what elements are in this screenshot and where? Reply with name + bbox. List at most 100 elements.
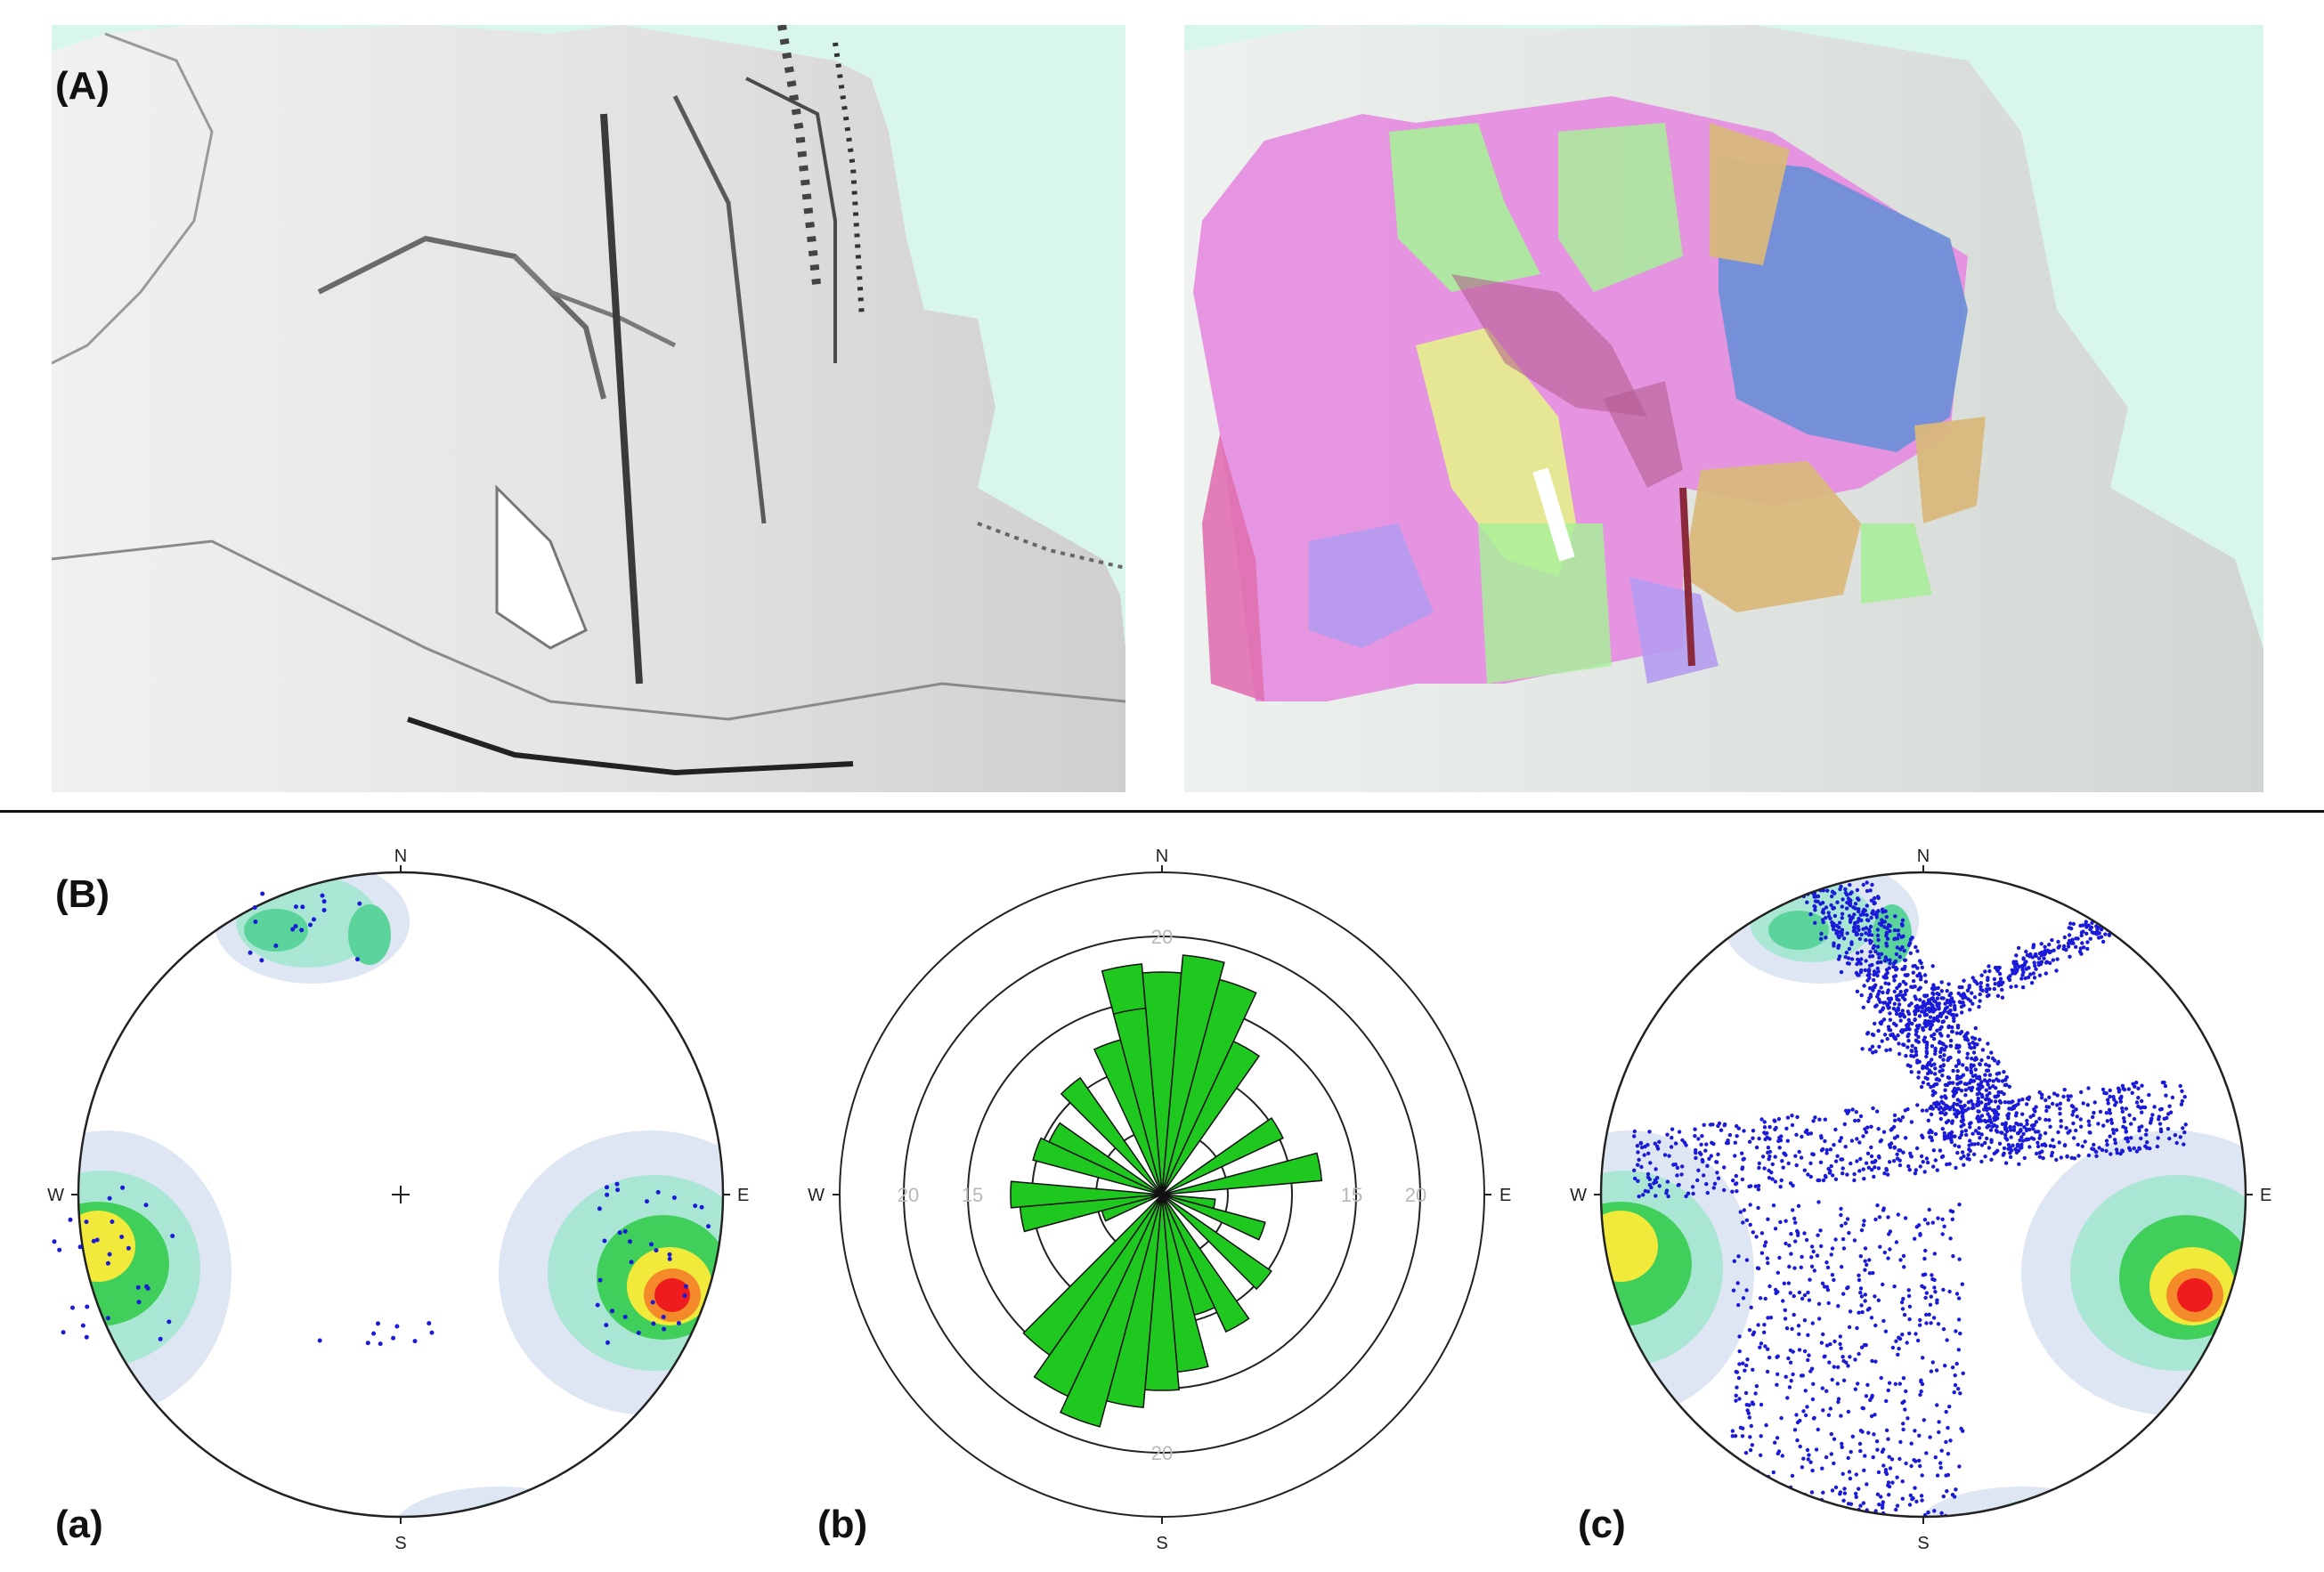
plane-point [1990, 1108, 1995, 1113]
plane-point [1835, 1154, 1840, 1158]
plane-point [2105, 1142, 2109, 1147]
plane-point [1867, 972, 1872, 976]
plane-point [1802, 1519, 1806, 1522]
plane-point [1878, 1009, 1882, 1014]
plane-point [1854, 1472, 1858, 1477]
plane-point [2142, 1105, 2148, 1110]
plane-point [1936, 1322, 1941, 1326]
plane-point [1995, 1072, 1999, 1076]
plane-point [2066, 944, 2071, 949]
plane-point [1955, 1102, 1960, 1106]
plane-point [1776, 1372, 1780, 1376]
plane-point [1841, 1171, 1845, 1176]
plane-point [2086, 1119, 2091, 1123]
plane-point [2113, 1103, 2117, 1107]
plane-point [1860, 1047, 1865, 1051]
plane-point [2049, 949, 2053, 954]
plane-point [2144, 901, 2149, 905]
plane-point [1747, 1139, 1752, 1144]
plane-point [2178, 1083, 2182, 1089]
plane-point [1776, 1354, 1780, 1358]
plane-point [2181, 893, 2186, 897]
plane-point [2183, 888, 2188, 893]
plane-point [1694, 1147, 1698, 1153]
plane-point [2141, 905, 2146, 910]
plane-point [1821, 911, 1825, 915]
plane-point [2048, 1144, 2053, 1148]
plane-point [1756, 1323, 1760, 1327]
plane-point [1751, 1402, 1756, 1406]
plane-point [1864, 926, 1868, 930]
plane-point [1741, 1296, 1746, 1301]
plane-point [1773, 1155, 1777, 1159]
plane-point [1956, 1348, 1961, 1352]
plane-point [1711, 1141, 1716, 1147]
plane-point [1904, 1054, 1908, 1058]
plane-point [1913, 1429, 1917, 1433]
plane-point [1892, 989, 1897, 994]
plane-point [1956, 1296, 1962, 1301]
plane-point [1858, 1291, 1863, 1295]
plane-point [2170, 899, 2174, 904]
plane-point [1929, 1321, 1933, 1325]
plane-point [1950, 1105, 1955, 1109]
plane-point [1893, 936, 1897, 941]
plane-point [1888, 1011, 1892, 1016]
direction-e: E [737, 1186, 749, 1205]
plane-point [1866, 969, 1872, 974]
plane-point [2183, 1122, 2188, 1127]
plane-point [2174, 885, 2178, 889]
plane-point [1897, 1002, 1902, 1007]
plane-point [2017, 1162, 2021, 1166]
plane-point [1743, 1451, 1749, 1455]
plane-point [1841, 1166, 1845, 1171]
plane-point [1860, 1430, 1865, 1434]
plane-point [1941, 1057, 1946, 1062]
plane-point [1960, 1150, 1965, 1155]
plane-point [1733, 1154, 1737, 1158]
plane-point [1941, 1101, 1946, 1106]
plane-point [1915, 1008, 1921, 1013]
plane-point [1921, 1356, 1925, 1360]
plane-point [1962, 1154, 1966, 1159]
plane-point [1812, 1415, 1816, 1421]
plane-point [1853, 902, 1858, 906]
plane-point [2157, 1122, 2163, 1126]
plane-point [1863, 968, 1867, 973]
plane-point [1833, 1159, 1839, 1163]
plane-point [1863, 1454, 1867, 1458]
plane-point [1983, 1155, 1987, 1159]
plane-point [1679, 1172, 1684, 1177]
plane-point [1897, 1456, 1902, 1462]
pole-point [105, 1316, 110, 1321]
plane-point [2162, 913, 2167, 918]
plane-point [1732, 1259, 1736, 1263]
plane-point [2071, 1136, 2076, 1140]
plane-point [1783, 1317, 1788, 1321]
plane-point [1830, 920, 1834, 925]
plane-point [1853, 922, 1857, 927]
plane-point [1832, 924, 1836, 929]
plane-point [1930, 1130, 1934, 1134]
plane-point [1852, 1238, 1857, 1243]
plane-point [2027, 1137, 2031, 1142]
plane-point [1762, 1330, 1767, 1334]
plane-point [1754, 1384, 1759, 1389]
plane-point [1813, 908, 1817, 912]
plane-point [2108, 1134, 2112, 1138]
plane-point [1827, 1171, 1832, 1175]
pole-point [597, 1277, 603, 1283]
pole-point [107, 1195, 112, 1201]
plane-point [1894, 1507, 1898, 1512]
plane-point [2129, 1136, 2133, 1140]
plane-point [2166, 885, 2170, 889]
plane-point [2000, 987, 2004, 993]
plane-point [1993, 965, 1998, 970]
plane-point [2055, 1093, 2060, 1098]
plane-point [1869, 1414, 1874, 1419]
plane-point [1766, 1347, 1770, 1351]
plane-point [1930, 964, 1935, 968]
plane-point [1769, 1502, 1774, 1507]
plane-point [1993, 1099, 1998, 1104]
plane-point [1789, 1379, 1793, 1383]
